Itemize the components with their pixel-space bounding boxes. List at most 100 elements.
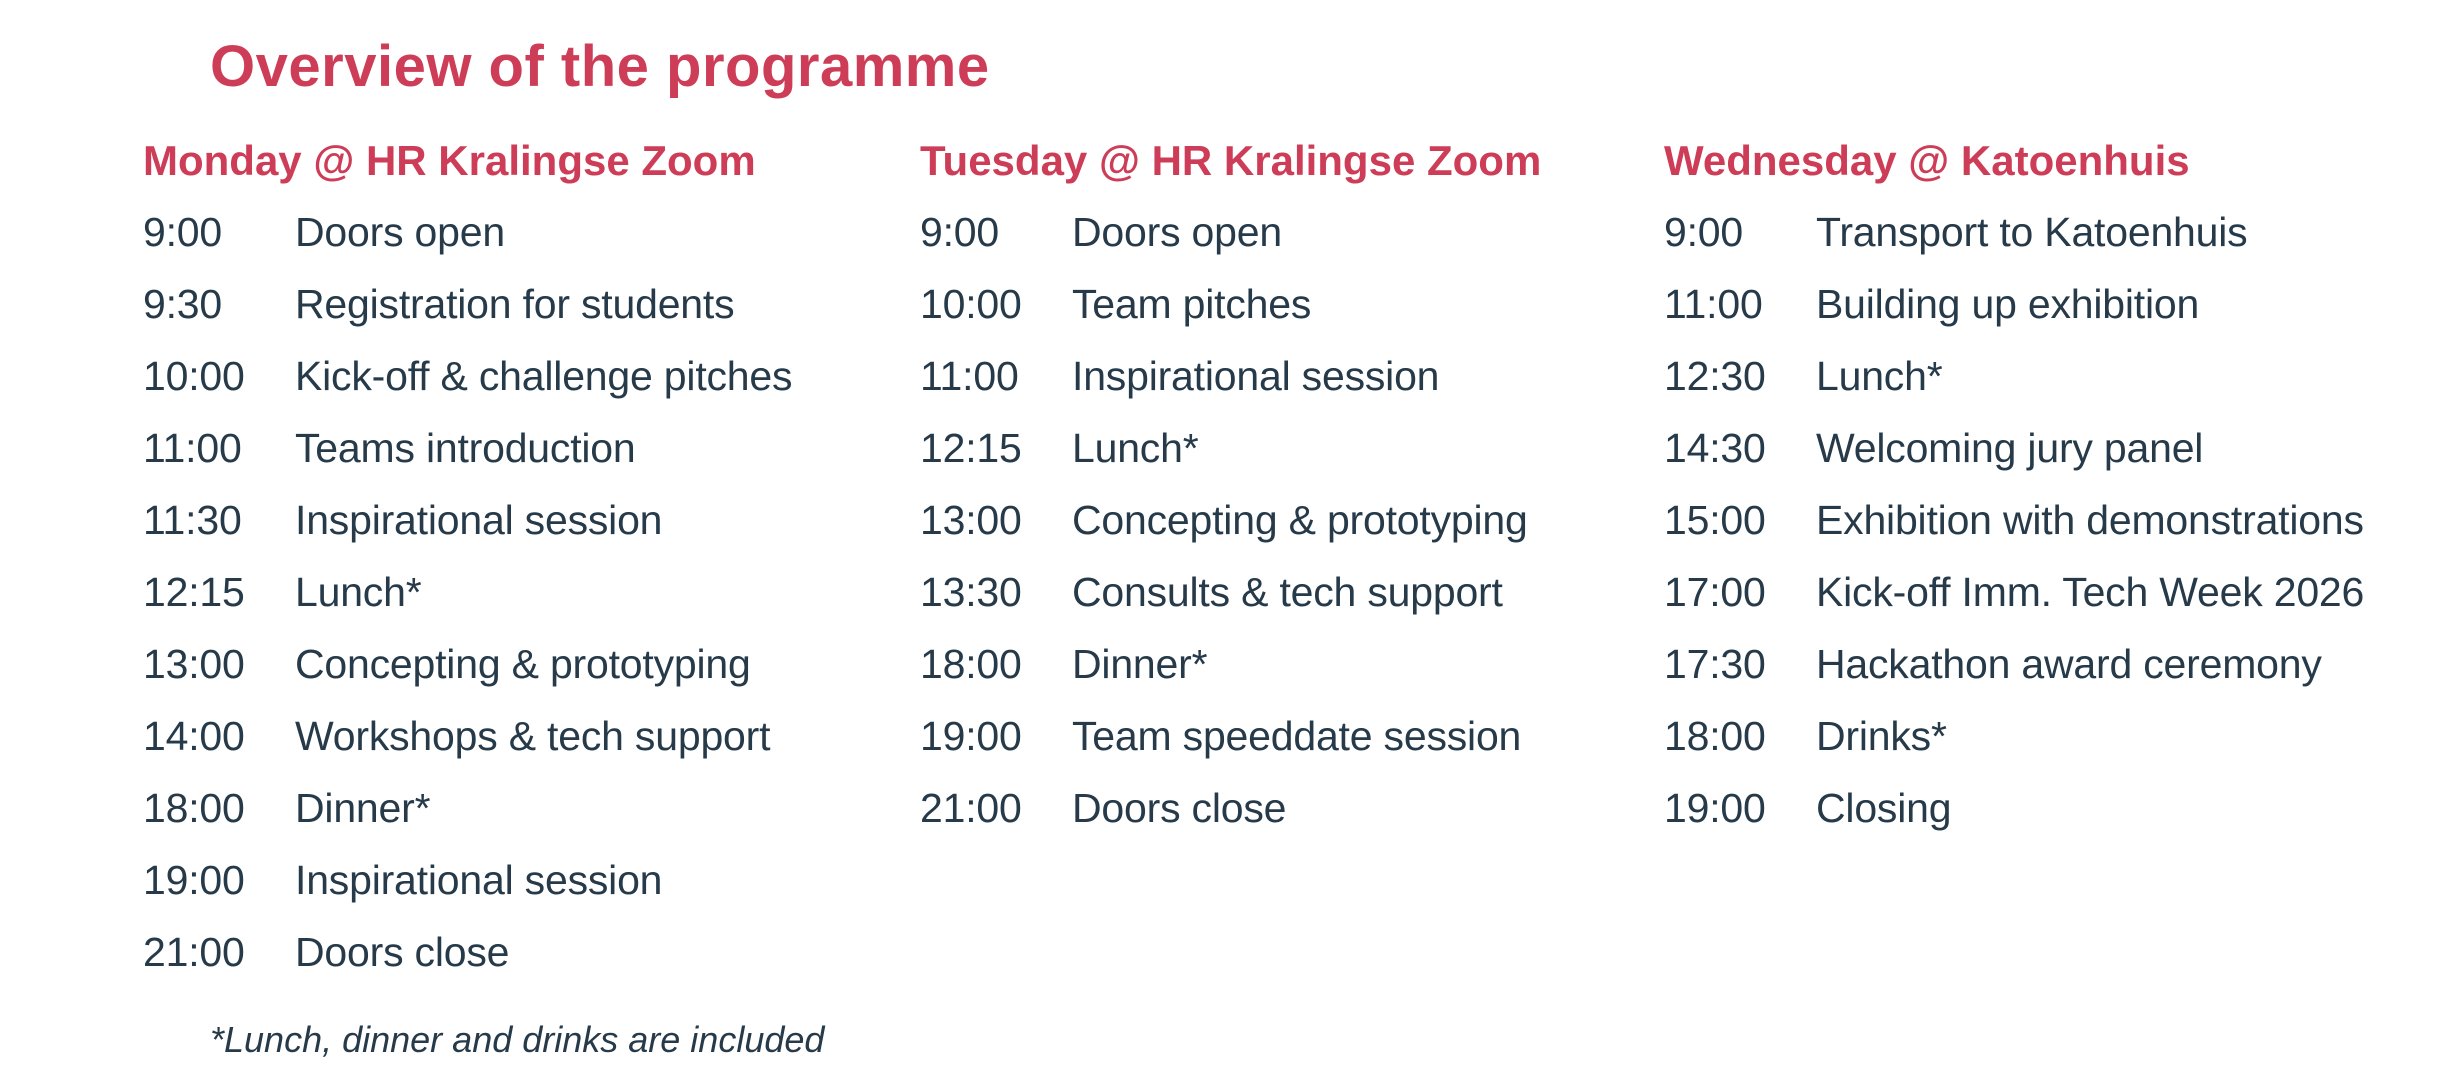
schedule-row: 17:00 Kick-off Imm. Tech Week 2026 <box>1664 570 2434 642</box>
row-activity: Inspirational session <box>295 497 663 543</box>
row-activity: Inspirational session <box>1072 353 1440 399</box>
row-time: 18:00 <box>143 785 245 831</box>
row-activity: Dinner* <box>295 785 431 831</box>
schedule-row: 9:00 Doors open <box>920 210 1690 282</box>
day-column-monday: Monday @ HR Kralingse Zoom 9:00 Doors open… <box>143 139 913 1002</box>
row-activity: Drinks* <box>1816 713 1947 759</box>
row-activity: Concepting & prototyping <box>295 641 751 687</box>
row-time: 12:15 <box>143 569 245 615</box>
row-time: 14:00 <box>143 713 245 759</box>
row-activity: Transport to Katoenhuis <box>1816 209 2248 255</box>
schedule-row: 21:00 Doors close <box>920 786 1690 858</box>
schedule-row: 11:00 Inspirational session <box>920 354 1690 426</box>
row-time: 9:00 <box>1664 209 1743 255</box>
row-time: 11:00 <box>143 425 242 471</box>
row-activity: Building up exhibition <box>1816 281 2200 327</box>
schedule-row: 19:00 Closing <box>1664 786 2434 858</box>
schedule-row: 18:00 Drinks* <box>1664 714 2434 786</box>
row-activity: Team pitches <box>1072 281 1312 327</box>
day-header: Tuesday @ HR Kralingse Zoom <box>920 137 1542 184</box>
row-time: 17:30 <box>1664 641 1766 687</box>
row-time: 18:00 <box>920 641 1022 687</box>
row-time: 19:00 <box>143 857 245 903</box>
row-activity: Workshops & tech support <box>295 713 771 759</box>
schedule-row: 10:00 Team pitches <box>920 282 1690 354</box>
schedule-rows: 9:00 Doors open 9:30 Registration for stude… <box>143 210 913 1002</box>
schedule-row: 18:00 Dinner* <box>920 642 1690 714</box>
day-column-tuesday: Tuesday @ HR Kralingse Zoom 9:00 Doors ope… <box>920 139 1690 858</box>
row-activity: Team speeddate session <box>1072 713 1522 759</box>
row-time: 12:15 <box>920 425 1022 471</box>
schedule-row: 15:00 Exhibition with demonstrations <box>1664 498 2434 570</box>
row-activity: Hackathon award ceremony <box>1816 641 2322 687</box>
schedule-row: 12:30 Lunch* <box>1664 354 2434 426</box>
schedule-row: 13:00 Concepting & prototyping <box>920 498 1690 570</box>
schedule-row: 21:00 Doors close <box>143 930 913 1002</box>
row-activity: Doors open <box>295 209 505 255</box>
schedule-row: 11:00 Building up exhibition <box>1664 282 2434 354</box>
schedule-row: 12:15 Lunch* <box>920 426 1690 498</box>
row-time: 12:30 <box>1664 353 1766 399</box>
schedule-row: 10:00 Kick-off & challenge pitches <box>143 354 913 426</box>
page-title: Overview of the programme <box>210 34 990 99</box>
schedule-rows: 9:00 Doors open 10:00 Team pitches 11:00 Insp… <box>920 210 1690 858</box>
schedule-row: 14:30 Welcoming jury panel <box>1664 426 2434 498</box>
row-time: 17:00 <box>1664 569 1766 615</box>
row-time: 11:30 <box>143 497 242 543</box>
row-activity: Lunch* <box>1072 425 1199 471</box>
row-activity: Welcoming jury panel <box>1816 425 2204 471</box>
row-activity: Lunch* <box>295 569 422 615</box>
row-activity: Doors close <box>1072 785 1287 831</box>
row-time: 10:00 <box>920 281 1022 327</box>
schedule-row: 9:00 Doors open <box>143 210 913 282</box>
row-time: 14:30 <box>1664 425 1766 471</box>
row-activity: Consults & tech support <box>1072 569 1503 615</box>
footnote: *Lunch, dinner and drinks are included <box>210 1019 825 1060</box>
row-activity: Lunch* <box>1816 353 1943 399</box>
row-time: 13:00 <box>143 641 245 687</box>
row-time: 21:00 <box>143 929 245 975</box>
schedule-row: 11:00 Teams introduction <box>143 426 913 498</box>
schedule-row: 9:00 Transport to Katoenhuis <box>1664 210 2434 282</box>
row-time: 19:00 <box>1664 785 1766 831</box>
schedule-row: 12:15 Lunch* <box>143 570 913 642</box>
row-time: 11:00 <box>1664 281 1763 327</box>
row-time: 13:00 <box>920 497 1022 543</box>
row-time: 11:00 <box>920 353 1019 399</box>
schedule-row: 19:00 Inspirational session <box>143 858 913 930</box>
schedule-row: 13:00 Concepting & prototyping <box>143 642 913 714</box>
day-header: Wednesday @ Katoenhuis <box>1664 137 2190 184</box>
schedule-row: 18:00 Dinner* <box>143 786 913 858</box>
row-activity: Dinner* <box>1072 641 1208 687</box>
row-time: 10:00 <box>143 353 245 399</box>
row-time: 18:00 <box>1664 713 1766 759</box>
row-time: 15:00 <box>1664 497 1766 543</box>
row-activity: Doors close <box>295 929 510 975</box>
schedule-row: 17:30 Hackathon award ceremony <box>1664 642 2434 714</box>
schedule-row: 13:30 Consults & tech support <box>920 570 1690 642</box>
row-activity: Closing <box>1816 785 1952 831</box>
row-time: 9:00 <box>143 209 222 255</box>
row-time: 19:00 <box>920 713 1022 759</box>
row-activity: Inspirational session <box>295 857 663 903</box>
row-activity: Exhibition with demonstrations <box>1816 497 2364 543</box>
schedule-rows: 9:00 Transport to Katoenhuis 11:00 Building… <box>1664 210 2434 858</box>
schedule-row: 19:00 Team speeddate session <box>920 714 1690 786</box>
row-activity: Registration for students <box>295 281 735 327</box>
row-activity: Kick-off & challenge pitches <box>295 353 793 399</box>
row-activity: Doors open <box>1072 209 1282 255</box>
schedule-row: 11:30 Inspirational session <box>143 498 913 570</box>
day-header: Monday @ HR Kralingse Zoom <box>143 137 756 184</box>
row-activity: Concepting & prototyping <box>1072 497 1528 543</box>
row-time: 9:00 <box>920 209 999 255</box>
schedule-row: 14:00 Workshops & tech support <box>143 714 913 786</box>
row-time: 13:30 <box>920 569 1022 615</box>
row-activity: Kick-off Imm. Tech Week 2026 <box>1816 569 2365 615</box>
row-time: 21:00 <box>920 785 1022 831</box>
schedule-row: 9:30 Registration for students <box>143 282 913 354</box>
row-time: 9:30 <box>143 281 222 327</box>
day-column-wednesday: Wednesday @ Katoenhuis 9:00 Transport to K… <box>1664 139 2434 858</box>
row-activity: Teams introduction <box>295 425 636 471</box>
